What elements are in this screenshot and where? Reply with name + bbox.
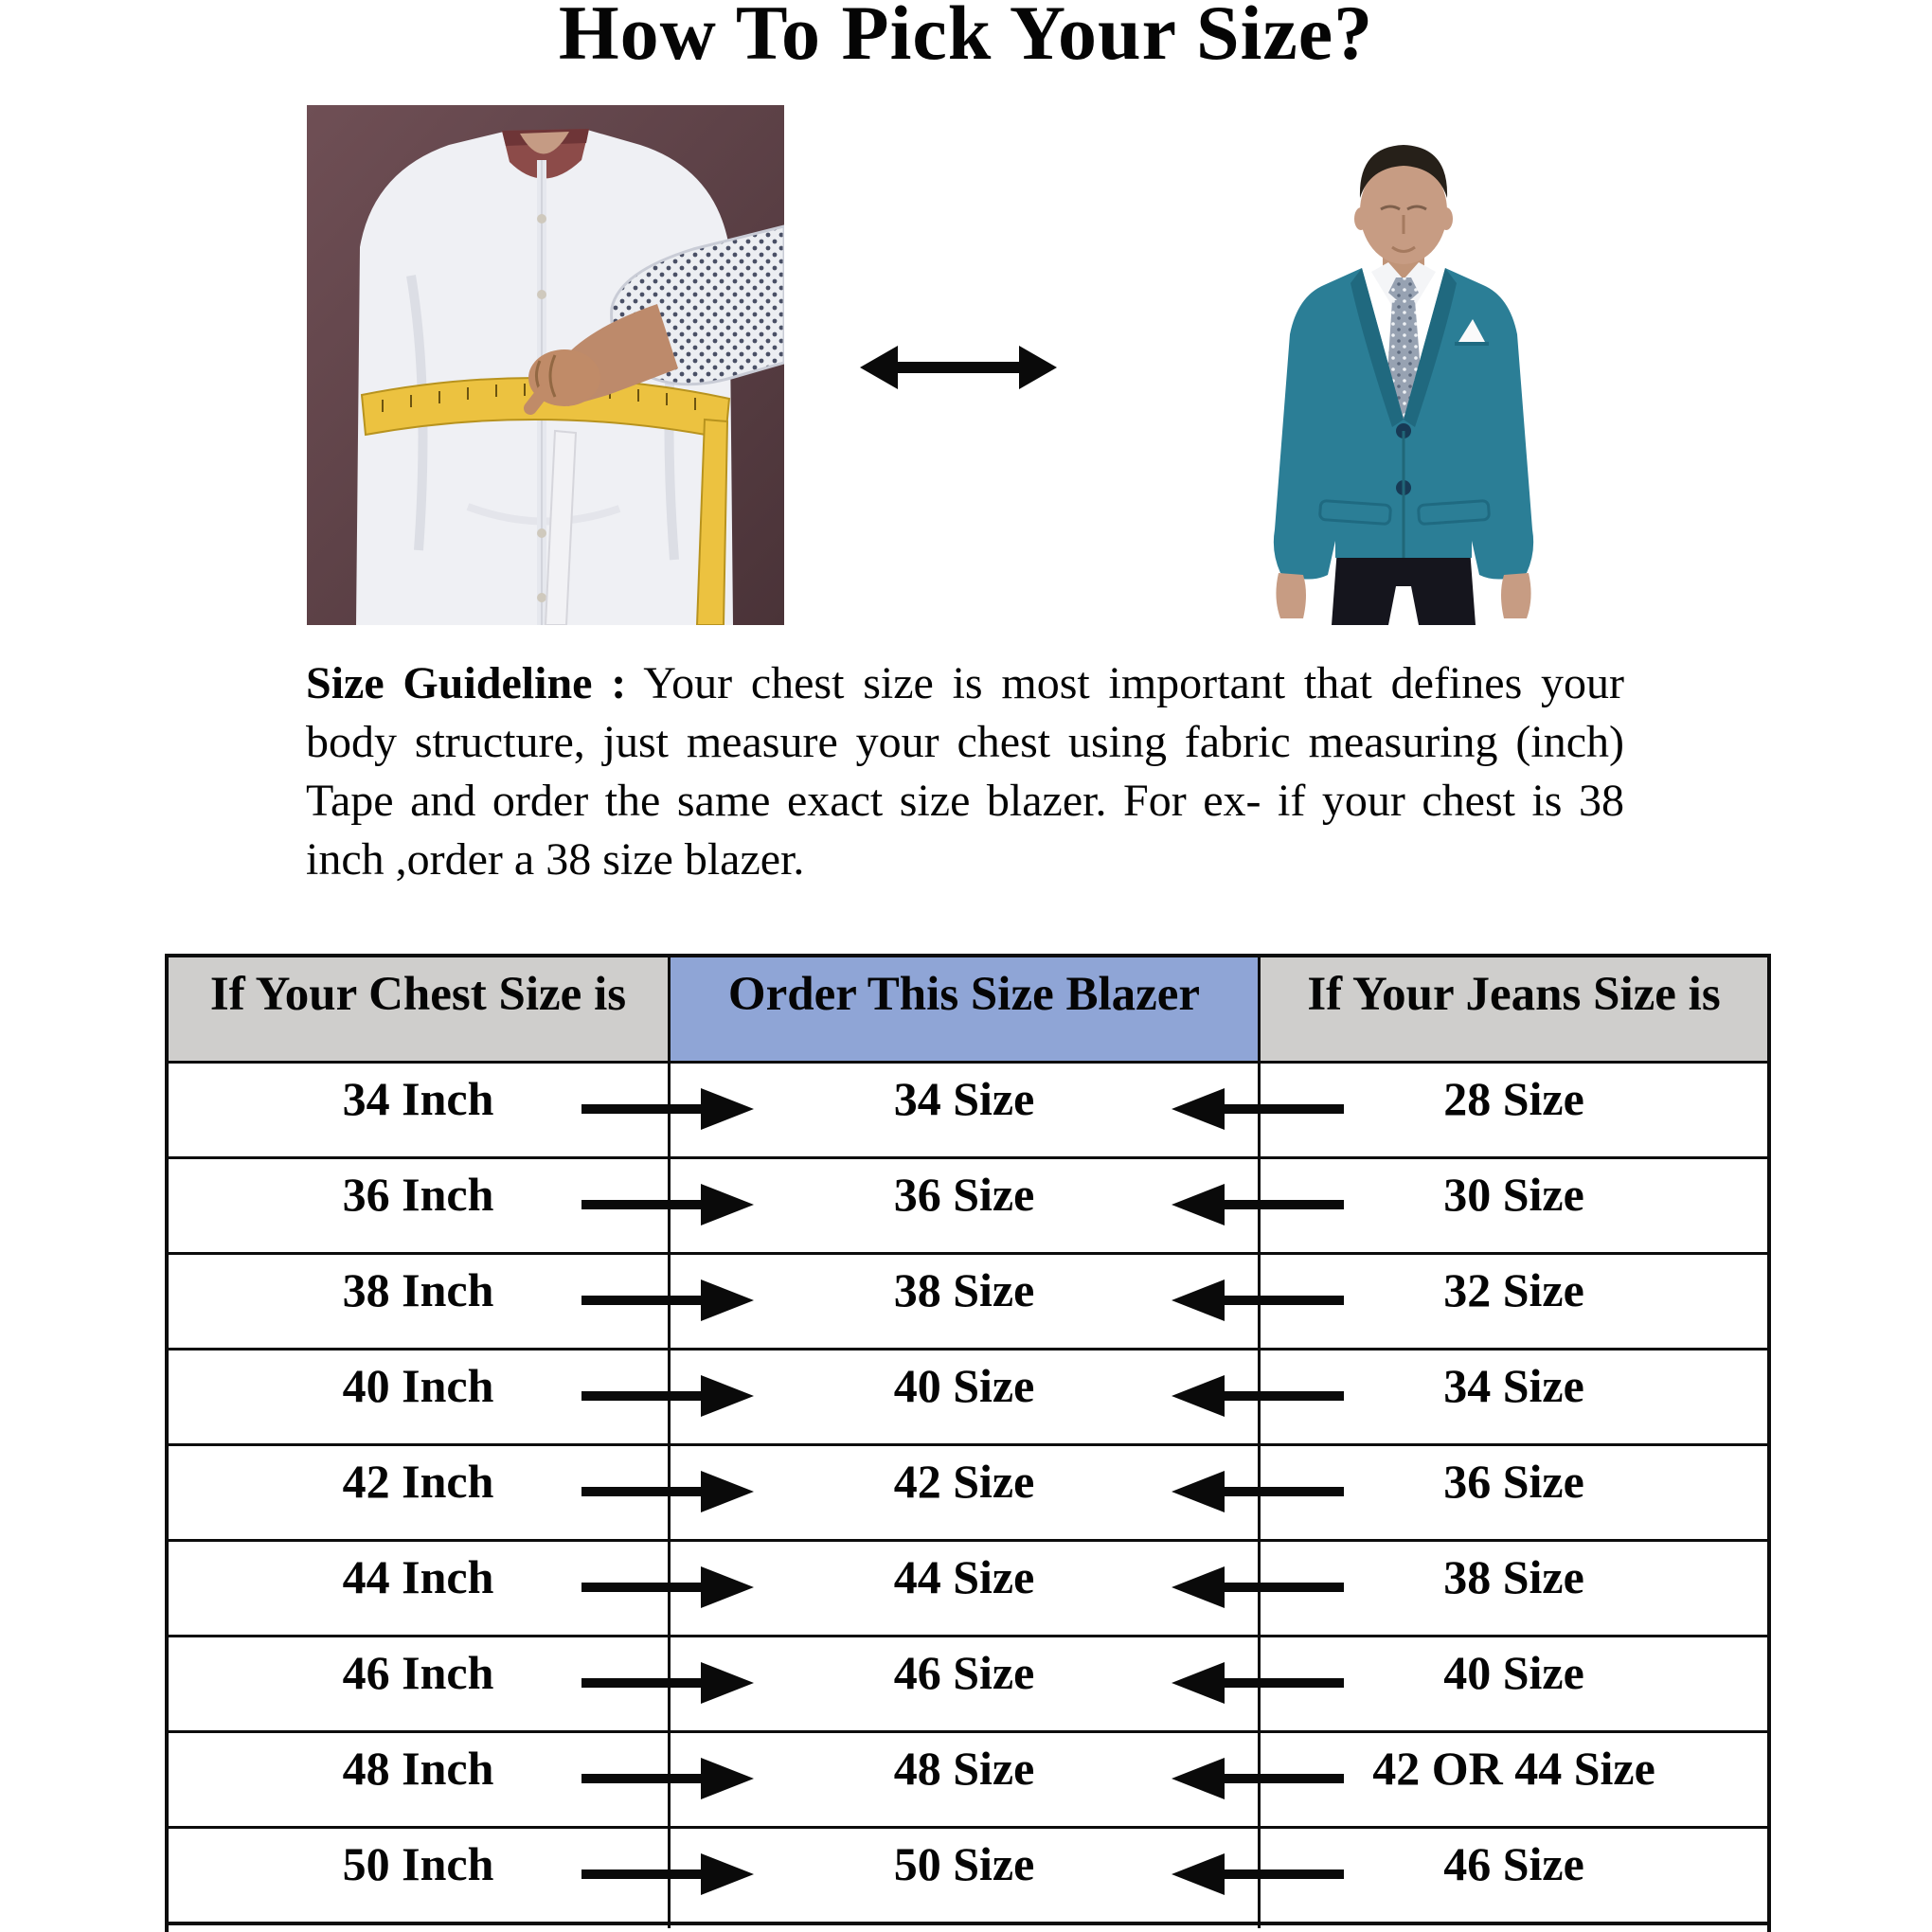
chest-size-cell: 44 Inch <box>342 1550 494 1603</box>
blazer-size-cell: 44 Size <box>668 1542 1258 1635</box>
chest-size-cell: 38 Inch <box>342 1263 494 1316</box>
page-title: How To Pick Your Size? <box>558 0 1374 76</box>
right-arrow-icon <box>581 1564 754 1611</box>
left-arrow-icon <box>1172 1085 1344 1133</box>
chest-size-cell: 36 Inch <box>342 1168 494 1221</box>
right-arrow-icon <box>581 1085 754 1133</box>
chest-measurement-photo <box>307 105 784 625</box>
blazer-model-illustration <box>1186 105 1621 625</box>
chest-measurement-illustration <box>307 105 784 625</box>
chest-size-cell: 40 Inch <box>342 1359 494 1412</box>
table-row: 42 Inch 42 Size 36 Size <box>169 1443 1767 1539</box>
right-arrow-icon <box>581 1277 754 1324</box>
jeans-size-cell: 40 Size <box>1258 1637 1767 1730</box>
chest-size-cell: 50 Inch <box>342 1837 494 1890</box>
blazer-size-cell: 46 Size <box>668 1637 1258 1730</box>
left-arrow-icon <box>1172 1181 1344 1228</box>
table-row: 34 Inch 34 Size 28 Size <box>169 1061 1767 1156</box>
right-arrow-icon <box>581 1659 754 1707</box>
header-chest-size: If Your Chest Size is <box>169 957 668 1061</box>
left-arrow-icon <box>1172 1372 1344 1420</box>
table-row: 48 Inch 48 Size 42 OR 44 Size <box>169 1730 1767 1826</box>
left-arrow-icon <box>1172 1851 1344 1898</box>
left-arrow-icon <box>1172 1564 1344 1611</box>
blazer-size-cell: 40 Size <box>668 1351 1258 1443</box>
size-table: If Your Chest Size is Order This Size Bl… <box>165 954 1771 1932</box>
right-arrow-icon <box>581 1851 754 1898</box>
chest-size-cell: 42 Inch <box>342 1455 494 1508</box>
header-blazer-size: Order This Size Blazer <box>668 957 1258 1061</box>
left-arrow-icon <box>1172 1468 1344 1515</box>
right-arrow-icon <box>581 1468 754 1515</box>
size-guideline-paragraph: Size Guideline : Your chest size is most… <box>306 654 1624 889</box>
left-arrow-icon <box>1172 1277 1344 1324</box>
compare-arrow-icon <box>860 343 1057 392</box>
blazer-size-cell: 50 Size <box>668 1829 1258 1922</box>
table-header-row: If Your Chest Size is Order This Size Bl… <box>169 957 1767 1061</box>
right-arrow-icon <box>581 1181 754 1228</box>
table-row: 46 Inch 46 Size 40 Size <box>169 1635 1767 1730</box>
table-row: 40 Inch 40 Size 34 Size <box>169 1348 1767 1443</box>
size-guideline-label: Size Guideline : <box>306 658 627 708</box>
table-row: 50 Inch 50 Size 46 Size <box>169 1826 1767 1922</box>
right-arrow-icon <box>581 1372 754 1420</box>
table-row: 38 Inch 38 Size 32 Size <box>169 1252 1767 1348</box>
chest-size-cell: 34 Inch <box>342 1072 494 1125</box>
blazer-size-cell: 38 Size <box>668 1255 1258 1348</box>
blazer-model-photo <box>1186 105 1621 625</box>
blazer-size-cell: 42 Size <box>668 1446 1258 1539</box>
jeans-size-cell: 36 Size <box>1258 1446 1767 1539</box>
table-row: 44 Inch 44 Size 38 Size <box>169 1539 1767 1635</box>
blazer-size-cell: 34 Size <box>668 1064 1258 1156</box>
size-guideline-text: Your chest size is most important that d… <box>306 658 1625 885</box>
table-cropped-row <box>169 1922 1767 1928</box>
table-row: 36 Inch 36 Size 30 Size <box>169 1156 1767 1252</box>
right-arrow-icon <box>581 1755 754 1802</box>
chest-size-cell: 46 Inch <box>342 1646 494 1699</box>
left-arrow-icon <box>1172 1659 1344 1707</box>
header-jeans-size: If Your Jeans Size is <box>1258 957 1767 1061</box>
chest-size-cell: 48 Inch <box>342 1742 494 1795</box>
left-arrow-icon <box>1172 1755 1344 1802</box>
blazer-size-cell: 36 Size <box>668 1159 1258 1252</box>
blazer-size-cell: 48 Size <box>668 1733 1258 1826</box>
